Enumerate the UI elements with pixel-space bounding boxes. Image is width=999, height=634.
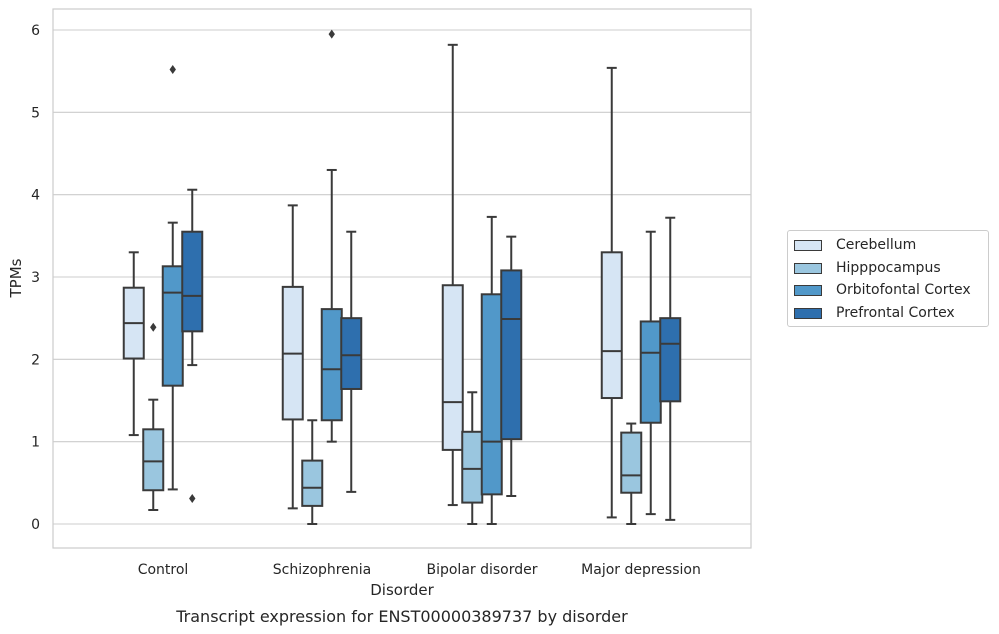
y-axis-label: TPMs bbox=[7, 258, 25, 298]
box-iqr bbox=[461, 430, 484, 504]
box-iqr bbox=[340, 317, 363, 390]
box-iqr bbox=[181, 230, 204, 333]
x-tick-labels: Control Schizophrenia Bipolar disorder Majo… bbox=[138, 562, 701, 578]
y-tick-label: 4 bbox=[31, 188, 40, 204]
box-iqr bbox=[480, 293, 503, 496]
box-iqr bbox=[320, 308, 343, 422]
legend-label-prefrontal: Prefrontal Cortex bbox=[836, 305, 955, 321]
box-iqr bbox=[441, 284, 464, 451]
legend-item-orbitofrontal: Orbitofontal Cortex bbox=[794, 280, 971, 300]
box-cerebellum-3 bbox=[600, 66, 623, 519]
legend-item-prefrontal: Prefrontal Cortex bbox=[794, 303, 955, 323]
boxes bbox=[122, 29, 682, 525]
outlier-point bbox=[169, 65, 176, 75]
legend-item-hippocampus: Hipppocampus bbox=[794, 258, 941, 278]
box-hipppocampus-1 bbox=[301, 419, 324, 525]
chart-title: Transcript expression for ENST0000038973… bbox=[175, 607, 628, 626]
box-hipppocampus-2 bbox=[461, 391, 484, 525]
y-tick-label: 1 bbox=[31, 435, 40, 451]
box-iqr bbox=[659, 317, 682, 403]
legend-label-orbitofrontal: Orbitofontal Cortex bbox=[836, 282, 971, 298]
box-hipppocampus-0 bbox=[142, 322, 165, 512]
legend: Cerebellum Hipppocampus Orbitofontal Cor… bbox=[787, 230, 989, 327]
y-tick-label: 0 bbox=[31, 517, 40, 533]
box-orbitofontal-cortex-3 bbox=[639, 230, 662, 516]
x-tick-label: Bipolar disorder bbox=[426, 562, 537, 578]
y-tick-label: 6 bbox=[31, 23, 40, 39]
legend-label-cerebellum: Cerebellum bbox=[836, 237, 917, 253]
y-tick-label: 3 bbox=[31, 270, 40, 286]
box-cerebellum-2 bbox=[441, 43, 464, 507]
legend-swatch-cerebellum bbox=[794, 239, 822, 251]
box-iqr bbox=[500, 269, 523, 441]
legend-swatch-prefrontal bbox=[794, 307, 822, 319]
y-tick-label: 2 bbox=[31, 352, 40, 368]
box-prefrontal-cortex-3 bbox=[659, 216, 682, 521]
box-iqr bbox=[639, 320, 662, 424]
box-prefrontal-cortex-2 bbox=[500, 235, 523, 498]
box-iqr bbox=[161, 265, 184, 387]
box-iqr bbox=[142, 428, 165, 492]
legend-item-cerebellum: Cerebellum bbox=[794, 235, 916, 255]
y-tick-labels: 0 1 2 3 4 5 6 bbox=[31, 23, 40, 533]
box-prefrontal-cortex-1 bbox=[340, 230, 363, 493]
x-tick-label: Major depression bbox=[581, 562, 701, 578]
box-cerebellum-1 bbox=[281, 204, 304, 510]
legend-swatch-orbitofrontal bbox=[794, 284, 822, 296]
outlier-point bbox=[328, 29, 335, 39]
box-hipppocampus-3 bbox=[620, 422, 643, 525]
box-iqr bbox=[301, 459, 324, 507]
y-tick-label: 5 bbox=[31, 105, 40, 121]
legend-label-hippocampus: Hipppocampus bbox=[836, 260, 941, 276]
x-axis-label: Disorder bbox=[370, 581, 434, 599]
box-cerebellum-0 bbox=[122, 251, 145, 437]
x-tick-label: Schizophrenia bbox=[273, 562, 371, 578]
outlier-point bbox=[189, 493, 196, 503]
x-tick-label: Control bbox=[138, 562, 189, 578]
box-prefrontal-cortex-0 bbox=[181, 188, 204, 503]
outlier-point bbox=[150, 322, 157, 332]
box-iqr bbox=[600, 251, 623, 400]
box-iqr bbox=[620, 431, 643, 494]
legend-swatch-hippocampus bbox=[794, 262, 822, 274]
